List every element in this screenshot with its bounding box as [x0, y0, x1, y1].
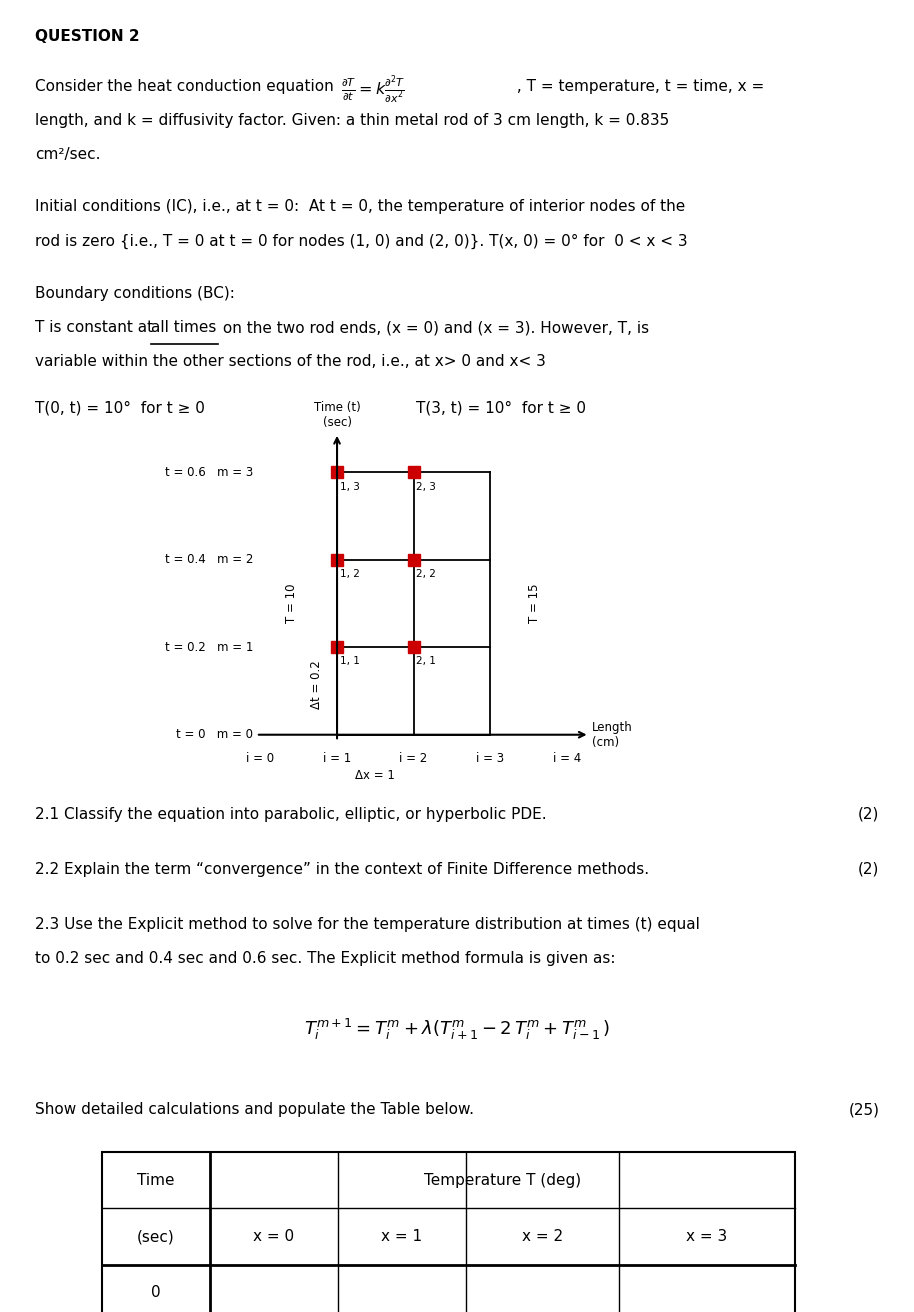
Text: 1, 2: 1, 2 — [340, 569, 359, 579]
Text: on the two rod ends, (x = 0) and (x = 3). However, T, is: on the two rod ends, (x = 0) and (x = 3)… — [218, 320, 650, 335]
Text: 1, 1: 1, 1 — [340, 656, 359, 666]
Text: i = 3: i = 3 — [476, 752, 505, 765]
Text: x = 2: x = 2 — [522, 1229, 563, 1244]
Text: $T_i^{m+1} = T_i^m + \lambda(T_{i+1}^m - 2\,T_i^m + T_{i-1}^m\,)$: $T_i^{m+1} = T_i^m + \lambda(T_{i+1}^m -… — [303, 1017, 611, 1042]
Text: T = 15: T = 15 — [527, 584, 540, 623]
Text: x = 3: x = 3 — [686, 1229, 728, 1244]
Text: Boundary conditions (BC):: Boundary conditions (BC): — [35, 286, 235, 300]
Text: T(0, t) = 10°  for t ≥ 0: T(0, t) = 10° for t ≥ 0 — [35, 400, 205, 415]
Text: 2, 3: 2, 3 — [416, 482, 436, 492]
Text: x = 0: x = 0 — [253, 1229, 294, 1244]
Text: rod is zero {i.e., T = 0 at t = 0 for nodes (1, 0) and (2, 0)}. T(x, 0) = 0° for: rod is zero {i.e., T = 0 at t = 0 for no… — [35, 234, 687, 249]
Text: Consider the heat conduction equation: Consider the heat conduction equation — [35, 79, 338, 93]
Text: Time (t)
(sec): Time (t) (sec) — [314, 401, 360, 429]
Text: i = 0: i = 0 — [247, 752, 274, 765]
Text: Length
(cm): Length (cm) — [592, 720, 633, 749]
Text: Δx = 1: Δx = 1 — [356, 769, 395, 782]
Text: T = 10: T = 10 — [285, 584, 298, 623]
Text: t = 0.4   m = 2: t = 0.4 m = 2 — [165, 554, 253, 567]
Text: all times: all times — [151, 320, 217, 335]
Text: Time: Time — [137, 1173, 175, 1187]
Text: i = 2: i = 2 — [399, 752, 428, 765]
Text: Temperature T (deg): Temperature T (deg) — [424, 1173, 581, 1187]
Text: $\frac{\partial T}{\partial t} = k\frac{\partial^2 T}{\partial x^2}$: $\frac{\partial T}{\partial t} = k\frac{… — [341, 73, 405, 105]
Text: T(3, t) = 10°  for t ≥ 0: T(3, t) = 10° for t ≥ 0 — [416, 400, 586, 415]
Text: t = 0.2   m = 1: t = 0.2 m = 1 — [165, 640, 253, 653]
Text: , T = temperature, t = time, x =: , T = temperature, t = time, x = — [512, 79, 764, 93]
Text: cm²/sec.: cm²/sec. — [35, 147, 101, 161]
Text: variable within the other sections of the rod, i.e., at x> 0 and x< 3: variable within the other sections of th… — [35, 354, 546, 369]
Text: t = 0   m = 0: t = 0 m = 0 — [176, 728, 253, 741]
Text: 1, 3: 1, 3 — [340, 482, 359, 492]
Text: (25): (25) — [848, 1102, 879, 1117]
Text: t = 0.6   m = 3: t = 0.6 m = 3 — [165, 466, 253, 479]
Text: to 0.2 sec and 0.4 sec and 0.6 sec. The Explicit method formula is given as:: to 0.2 sec and 0.4 sec and 0.6 sec. The … — [35, 951, 615, 966]
Text: x = 1: x = 1 — [381, 1229, 422, 1244]
Text: i = 1: i = 1 — [323, 752, 351, 765]
Text: 2.1 Classify the equation into parabolic, elliptic, or hyperbolic PDE.: 2.1 Classify the equation into parabolic… — [35, 807, 547, 821]
Text: (sec): (sec) — [137, 1229, 175, 1244]
Text: (2): (2) — [858, 807, 879, 821]
Text: Initial conditions (IC), i.e., at t = 0:  At t = 0, the temperature of interior : Initial conditions (IC), i.e., at t = 0:… — [35, 199, 685, 214]
Text: T is constant at: T is constant at — [35, 320, 158, 335]
Text: (2): (2) — [858, 862, 879, 876]
Bar — [102, 1152, 795, 1312]
Text: i = 4: i = 4 — [553, 752, 580, 765]
Text: 2.3 Use the Explicit method to solve for the temperature distribution at times (: 2.3 Use the Explicit method to solve for… — [35, 917, 699, 932]
Text: length, and k = diffusivity factor. Given: a thin metal rod of 3 cm length, k = : length, and k = diffusivity factor. Give… — [35, 113, 669, 127]
Text: 2, 1: 2, 1 — [416, 656, 436, 666]
Text: QUESTION 2: QUESTION 2 — [35, 29, 139, 43]
Text: 0: 0 — [151, 1286, 161, 1300]
Text: Δt = 0.2: Δt = 0.2 — [311, 660, 324, 708]
Text: 2.2 Explain the term “convergence” in the context of Finite Difference methods.: 2.2 Explain the term “convergence” in th… — [35, 862, 649, 876]
Text: 2, 2: 2, 2 — [416, 569, 436, 579]
Text: Show detailed calculations and populate the Table below.: Show detailed calculations and populate … — [35, 1102, 473, 1117]
